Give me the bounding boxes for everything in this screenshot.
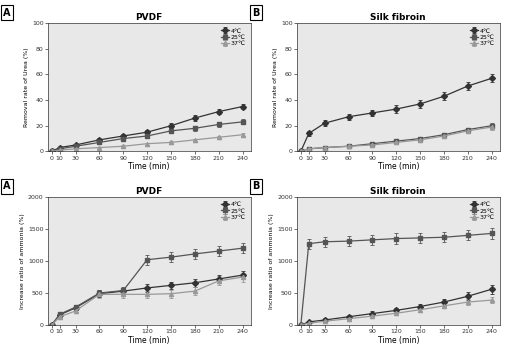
Y-axis label: Removal rate of Urea (%): Removal rate of Urea (%) — [24, 47, 29, 127]
Text: A: A — [3, 181, 11, 191]
Legend: 4℃, 25℃, 37℃: 4℃, 25℃, 37℃ — [468, 26, 496, 48]
Y-axis label: Removal rate of Urea (%): Removal rate of Urea (%) — [273, 47, 278, 127]
Legend: 4℃, 25℃, 37℃: 4℃, 25℃, 37℃ — [468, 200, 496, 222]
Title: PVDF: PVDF — [136, 13, 163, 22]
Legend: 4℃, 25℃, 37℃: 4℃, 25℃, 37℃ — [219, 200, 247, 222]
Text: B: B — [252, 8, 260, 18]
Text: B: B — [252, 181, 260, 191]
Y-axis label: Increase ratio of ammonia (%): Increase ratio of ammonia (%) — [269, 213, 274, 309]
X-axis label: Time (min): Time (min) — [377, 336, 419, 345]
Title: Silk fibroin: Silk fibroin — [370, 187, 426, 196]
X-axis label: Time (min): Time (min) — [129, 336, 170, 345]
Legend: 4℃, 25℃, 37℃: 4℃, 25℃, 37℃ — [219, 26, 247, 48]
Title: PVDF: PVDF — [136, 187, 163, 196]
X-axis label: Time (min): Time (min) — [377, 162, 419, 171]
Title: Silk fibroin: Silk fibroin — [370, 13, 426, 22]
Y-axis label: Increase ratio of ammonia (%): Increase ratio of ammonia (%) — [20, 213, 25, 309]
X-axis label: Time (min): Time (min) — [129, 162, 170, 171]
Text: A: A — [3, 8, 11, 18]
